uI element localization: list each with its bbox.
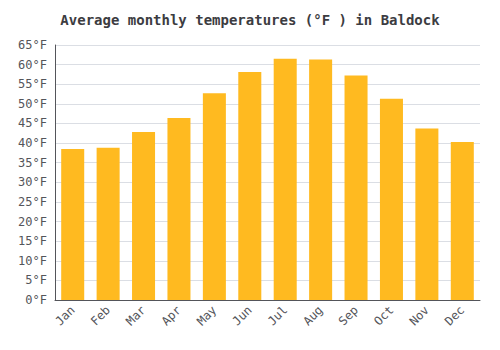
svg-text:Apr: Apr	[159, 303, 184, 328]
svg-text:Oct: Oct	[371, 303, 396, 328]
svg-text:10°F: 10°F	[18, 254, 47, 268]
svg-text:Jun: Jun	[230, 303, 255, 328]
svg-text:15°F: 15°F	[18, 234, 47, 248]
svg-text:Feb: Feb	[88, 303, 113, 328]
svg-text:Average monthly temperatures (: Average monthly temperatures (°F ) in Ba…	[60, 12, 440, 28]
svg-text:55°F: 55°F	[18, 77, 47, 91]
svg-text:0°F: 0°F	[25, 293, 47, 307]
svg-text:45°F: 45°F	[18, 116, 47, 130]
svg-text:35°F: 35°F	[18, 156, 47, 170]
svg-text:65°F: 65°F	[18, 38, 47, 52]
svg-text:Dec: Dec	[442, 303, 467, 328]
svg-text:20°F: 20°F	[18, 215, 47, 229]
svg-text:50°F: 50°F	[18, 97, 47, 111]
svg-text:60°F: 60°F	[18, 58, 47, 72]
svg-text:40°F: 40°F	[18, 136, 47, 150]
svg-text:25°F: 25°F	[18, 195, 47, 209]
svg-text:5°F: 5°F	[25, 273, 47, 287]
svg-text:30°F: 30°F	[18, 175, 47, 189]
svg-text:Jan: Jan	[52, 303, 77, 328]
svg-text:Mar: Mar	[123, 303, 148, 328]
svg-text:Sep: Sep	[336, 303, 361, 328]
svg-text:Nov: Nov	[407, 303, 432, 328]
svg-text:May: May	[194, 303, 219, 328]
svg-text:Jul: Jul	[265, 303, 290, 328]
svg-text:Aug: Aug	[300, 303, 325, 328]
